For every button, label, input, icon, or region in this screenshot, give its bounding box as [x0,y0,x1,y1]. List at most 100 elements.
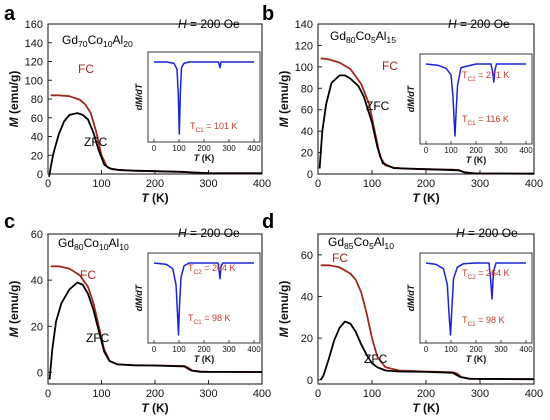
x-axis-title: T (K) [412,191,439,205]
zfc-label: ZFC [84,135,108,149]
composition-label: Gd80Co5Al15 [330,29,396,45]
x-axis-title: T (K) [141,401,168,415]
y-tick-label: 20 [301,333,313,345]
zfc-label: ZFC [364,352,388,366]
panel-letter: b [262,3,274,25]
inset-x-tick-label: 200 [197,345,211,354]
panel-letter: a [4,3,16,25]
inset-frame [420,54,532,144]
fc-label: FC [80,268,96,282]
y-tick-label: 140 [25,38,43,50]
y-tick-label: 40 [31,275,43,287]
x-tick-label: 200 [417,388,435,400]
x-tick-label: 100 [363,178,381,190]
field-label: H = 200 Oe [448,17,510,31]
inset-y-axis-title: dM/dT [134,82,144,110]
fc-label: FC [332,251,348,265]
inset-x-tick-label: 0 [152,345,157,354]
y-tick-label: 100 [295,62,313,74]
inset-x-tick-label: 400 [519,146,533,155]
inset-x-tick-label: 400 [519,345,533,354]
field-label: H = 200 Oe [178,17,240,31]
inset-x-tick-label: 300 [494,146,508,155]
y-tick-label: 0 [37,169,43,181]
x-tick-label: 200 [417,178,435,190]
x-axis-title: T (K) [412,401,439,415]
inset-x-tick-label: 300 [222,345,236,354]
y-tick-label: 20 [31,321,43,333]
inset-y-axis-title: dM/dT [406,84,416,112]
panel-a: a 0 100 200 300 400 0 20 40 60 80 100 120 140 160 T (K)… [4,3,271,205]
inset-x-tick-label: 100 [444,345,458,354]
inset-y-axis-title: dM/dT [134,283,144,311]
x-tick-label: 400 [253,388,271,400]
composition-label: Gd70Co10Al20 [62,33,133,49]
y-tick-label: 140 [295,19,313,31]
inset-x-tick-label: 100 [444,146,458,155]
x-tick-label: 300 [471,178,489,190]
y-tick-label: 40 [301,292,313,304]
composition-label: Gd80Co10Al10 [58,236,129,252]
x-tick-label: 200 [146,388,164,400]
zfc-label: ZFC [366,99,390,113]
inset-x-tick-label: 100 [172,345,186,354]
y-tick-label: 20 [301,148,313,160]
inset-chart: 0 100 200 300 400 T (K) dM/dT TC1 = 101 K [134,52,261,163]
y-tick-label: 0 [307,375,313,387]
x-tick-label: 0 [315,178,321,190]
inset-x-tick-label: 400 [247,345,261,354]
inset-x-axis-title: T (K) [194,354,215,364]
panel-d: d 0 100 200 300 400 0 20 40 60 T (K) M (emu/g) FC ZFC… [262,211,543,415]
y-tick-label: 100 [25,75,43,87]
inset-x-tick-label: 0 [424,345,429,354]
y-tick-label: 20 [31,150,43,162]
y-axis-title: M (emu/g) [7,71,21,128]
inset-x-tick-label: 0 [424,146,429,155]
inset-x-tick-label: 200 [197,144,211,153]
inset-x-tick-label: 200 [469,146,483,155]
inset-frame [420,253,532,343]
inset-x-tick-label: 300 [494,345,508,354]
panel-letter: c [4,211,15,233]
x-tick-label: 400 [525,178,543,190]
inset-x-axis-title: T (K) [194,153,215,163]
inset-x-axis-title: T (K) [466,155,487,165]
inset-x-tick-label: 0 [152,144,157,153]
y-tick-label: 120 [295,40,313,52]
y-tick-label: 120 [25,57,43,69]
inset-x-tick-label: 200 [469,345,483,354]
y-tick-label: 160 [25,19,43,31]
y-tick-label: 0 [37,367,43,379]
x-axis-title: T (K) [141,191,168,205]
y-tick-label: 40 [301,126,313,138]
composition-label: Gd85Co5Al10 [328,235,394,251]
y-axis-title: M (emu/g) [7,281,21,338]
y-tick-label: 60 [301,105,313,117]
y-tick-label: 60 [31,229,43,241]
x-tick-label: 400 [525,388,543,400]
y-tick-label: 80 [31,94,43,106]
y-tick-label: 60 [31,113,43,125]
x-tick-label: 0 [315,388,321,400]
inset-chart: 0 100 200 300 400 T (K) dM/dT TC2 = 271 K TC1 = … [406,54,533,165]
x-tick-label: 300 [199,178,217,190]
x-tick-label: 100 [363,388,381,400]
inset-y-axis-title: dM/dT [406,283,416,311]
x-tick-label: 100 [92,388,110,400]
y-tick-label: 80 [301,83,313,95]
inset-x-tick-label: 400 [247,144,261,153]
fc-label: FC [382,59,398,73]
x-tick-label: 200 [146,178,164,190]
inset-x-tick-label: 100 [172,144,186,153]
x-tick-label: 0 [45,178,51,190]
y-axis-title: M (emu/g) [277,71,291,128]
panel-b: b 0 100 200 300 400 0 20 40 60 80 100 120 140 T (K) M (… [262,3,543,205]
y-tick-label: 0 [307,169,313,181]
inset-x-axis-title: T (K) [466,354,487,364]
x-tick-label: 0 [45,388,51,400]
y-axis-title: M (emu/g) [277,281,291,338]
y-tick-label: 60 [301,250,313,262]
field-label: H = 200 Oe [456,226,518,240]
x-tick-label: 300 [471,388,489,400]
